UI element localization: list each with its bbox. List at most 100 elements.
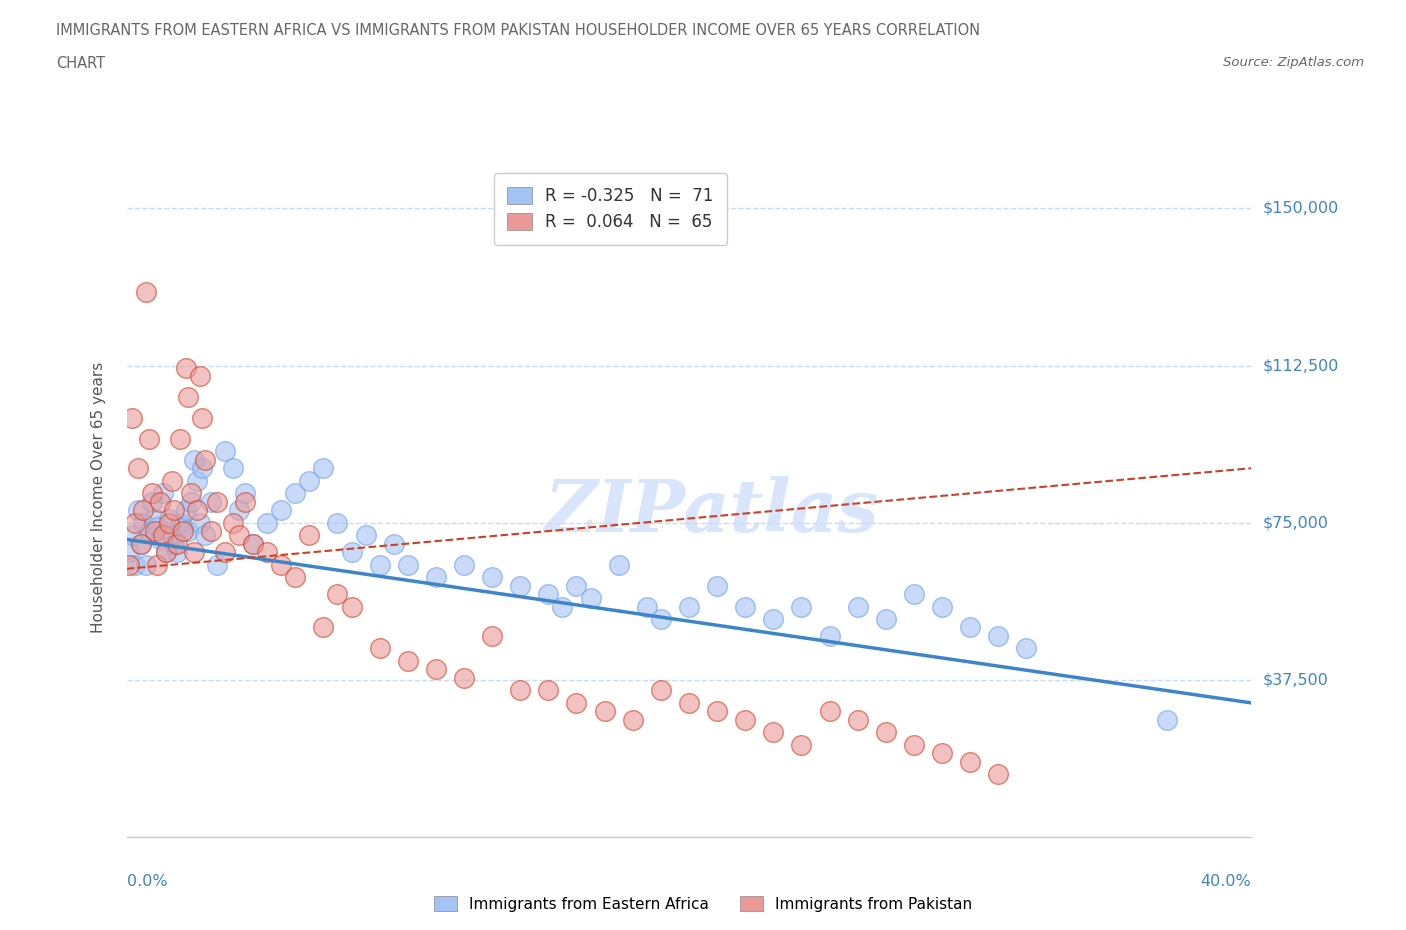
Point (636, 599, 658, 614)
Point (284, 570, 307, 585)
Point (312, 460, 335, 475)
Point (132, 515, 155, 530)
Point (270, 503, 292, 518)
Point (256, 515, 278, 530)
Point (183, 545, 205, 560)
Point (200, 495, 222, 510)
Point (141, 495, 163, 510)
Point (177, 390, 200, 405)
Point (509, 683, 531, 698)
Point (135, 557, 157, 572)
Point (326, 587, 349, 602)
Point (340, 545, 363, 560)
Point (678, 696, 700, 711)
Text: $112,500: $112,500 (1263, 358, 1339, 373)
Point (340, 599, 363, 614)
Point (790, 599, 813, 614)
Point (149, 495, 172, 510)
Point (194, 528, 217, 543)
Point (127, 503, 149, 518)
Point (326, 515, 349, 530)
Legend: Immigrants from Eastern Africa, Immigrants from Pakistan: Immigrants from Eastern Africa, Immigran… (427, 889, 979, 918)
Point (205, 495, 228, 510)
Point (146, 520, 169, 535)
Point (191, 460, 214, 475)
Point (118, 545, 141, 560)
Point (312, 620, 335, 635)
Point (242, 537, 264, 551)
Point (987, 629, 1010, 644)
Point (160, 528, 183, 543)
Point (180, 495, 202, 510)
Point (368, 557, 391, 572)
Point (166, 545, 188, 560)
Point (959, 620, 981, 635)
Point (129, 537, 152, 551)
Point (846, 712, 869, 727)
Point (551, 599, 574, 614)
Point (222, 515, 245, 530)
Point (593, 704, 616, 719)
Text: $37,500: $37,500 (1263, 672, 1329, 687)
Point (987, 766, 1010, 781)
Point (191, 410, 214, 425)
Point (160, 473, 183, 488)
Point (453, 671, 475, 685)
Point (565, 578, 588, 593)
Point (127, 460, 149, 475)
Point (931, 746, 953, 761)
Text: ZIPatlas: ZIPatlas (544, 475, 879, 547)
Point (762, 724, 785, 739)
Point (132, 503, 155, 518)
Point (188, 368, 211, 383)
Point (1015, 641, 1038, 656)
Point (396, 557, 419, 572)
Point (169, 515, 191, 530)
Point (143, 512, 166, 526)
Point (650, 683, 672, 698)
Point (425, 570, 447, 585)
Point (565, 696, 588, 711)
Point (214, 545, 236, 560)
Point (177, 524, 200, 538)
Point (762, 612, 785, 627)
Point (205, 557, 228, 572)
Point (818, 629, 841, 644)
Point (256, 545, 278, 560)
Point (903, 587, 925, 602)
Point (537, 587, 560, 602)
Point (169, 432, 191, 446)
Point (481, 570, 503, 585)
Point (157, 512, 180, 526)
Point (734, 712, 756, 727)
Y-axis label: Householder Income Over 65 years: Householder Income Over 65 years (91, 362, 105, 633)
Point (166, 537, 188, 551)
Text: 0.0%: 0.0% (127, 874, 167, 889)
Point (174, 503, 197, 518)
Point (186, 473, 208, 488)
Point (453, 557, 475, 572)
Point (734, 599, 756, 614)
Point (152, 485, 174, 500)
Point (121, 410, 143, 425)
Point (118, 557, 141, 572)
Point (228, 503, 250, 518)
Point (194, 452, 217, 467)
Point (228, 528, 250, 543)
Text: $75,000: $75,000 (1263, 515, 1329, 530)
Point (875, 612, 897, 627)
Point (152, 528, 174, 543)
Point (298, 473, 321, 488)
Point (818, 704, 841, 719)
Point (121, 528, 143, 543)
Point (138, 524, 160, 538)
Point (155, 545, 177, 560)
Point (129, 537, 152, 551)
Point (481, 629, 503, 644)
Point (242, 537, 264, 551)
Text: CHART: CHART (56, 56, 105, 71)
Point (200, 524, 222, 538)
Point (959, 754, 981, 769)
Point (621, 712, 644, 727)
Point (931, 599, 953, 614)
